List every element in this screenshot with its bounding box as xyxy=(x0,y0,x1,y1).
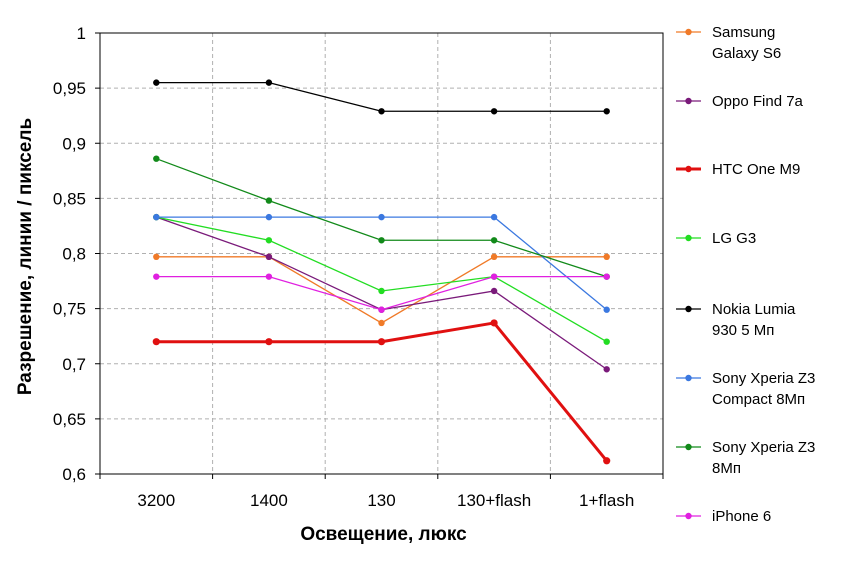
x-tick-label: 3200 xyxy=(137,491,175,510)
legend: Samsung Galaxy S6 Oppo Find 7a HTC One M9 LG… xyxy=(676,24,815,525)
y-tick-label: 0,65 xyxy=(53,410,86,429)
data-point xyxy=(490,287,498,295)
data-point xyxy=(490,213,498,221)
data-point xyxy=(490,319,498,327)
legend-label: LG G3 xyxy=(712,230,756,247)
y-tick-label: 0,6 xyxy=(62,465,86,484)
data-point xyxy=(265,213,273,221)
data-point xyxy=(378,306,385,313)
data-point xyxy=(265,197,273,204)
legend-label: iPhone 6 xyxy=(712,508,771,525)
data-point xyxy=(265,253,273,261)
y-tick-label: 0,95 xyxy=(53,79,86,98)
data-point xyxy=(152,338,160,346)
y-axis-title: Разрешение, линии / пиксель xyxy=(15,118,36,395)
data-point xyxy=(265,79,273,86)
data-point xyxy=(153,155,160,162)
legend-marker xyxy=(685,234,692,242)
data-point xyxy=(378,319,385,327)
series-iphone-6 xyxy=(153,273,610,313)
y-tick-label: 0,85 xyxy=(53,189,86,208)
series-htc-one-m9 xyxy=(152,319,611,465)
y-axis-ticks: 0,6 0,65 0,7 0,75 0,8 0,85 0,9 0,95 1 xyxy=(53,24,100,484)
series-nokia-lumia-930-5- xyxy=(153,79,610,115)
legend-marker xyxy=(685,165,692,173)
legend-label: Sony Xperia Z3 xyxy=(712,439,815,456)
legend-marker xyxy=(685,443,692,451)
data-point xyxy=(603,366,610,373)
legend-item: HTC One M9 xyxy=(676,161,800,178)
legend-item: Samsung Galaxy S6 xyxy=(676,24,781,62)
grid-lines xyxy=(100,33,663,474)
data-point xyxy=(603,253,610,261)
legend-marker xyxy=(685,374,692,382)
legend-marker xyxy=(685,28,692,36)
data-point xyxy=(603,108,610,115)
series-line xyxy=(156,81,607,112)
x-tick-label: 1+flash xyxy=(579,491,634,510)
x-tick-label: 130+flash xyxy=(457,491,531,510)
legend-label: HTC One M9 xyxy=(712,161,800,178)
legend-item: iPhone 6 xyxy=(676,508,771,525)
data-point xyxy=(378,213,385,221)
data-point xyxy=(153,273,160,280)
x-tick-label: 130 xyxy=(367,491,395,510)
data-point xyxy=(603,273,610,280)
legend-marker xyxy=(685,512,692,520)
legend-marker xyxy=(685,305,692,313)
x-tick-label: 1400 xyxy=(250,491,288,510)
data-point xyxy=(378,108,385,115)
legend-item: Sony Xperia Z3 Compact 8Мп xyxy=(676,370,815,408)
legend-label: Oppo Find 7a xyxy=(712,93,804,110)
legend-item: Sony Xperia Z3 8Мп xyxy=(676,439,815,477)
legend-label: Samsung xyxy=(712,24,775,41)
data-point xyxy=(378,237,385,244)
legend-label: Sony Xperia Z3 xyxy=(712,370,815,387)
data-point xyxy=(603,338,610,345)
data-point xyxy=(490,237,498,244)
x-axis-ticks: 3200 1400 130 130+flash 1+flash xyxy=(99,474,664,510)
data-point xyxy=(153,253,160,261)
x-axis-title: Освещение, люкс xyxy=(300,524,467,545)
series-layer xyxy=(152,79,611,465)
legend-item: Oppo Find 7a xyxy=(676,93,804,110)
data-point xyxy=(490,253,498,261)
data-point xyxy=(603,457,611,465)
legend-label: 930 5 Мп xyxy=(712,322,774,339)
y-tick-label: 0,7 xyxy=(62,355,86,374)
y-tick-label: 1 xyxy=(77,24,86,43)
y-tick-label: 0,8 xyxy=(62,245,86,264)
data-point xyxy=(603,306,610,313)
legend-label: 8Мп xyxy=(712,460,741,477)
legend-label: Nokia Lumia xyxy=(712,301,796,318)
data-point xyxy=(153,79,160,86)
legend-marker xyxy=(685,97,692,105)
data-point xyxy=(153,213,160,221)
legend-item: LG G3 xyxy=(676,230,756,247)
data-point xyxy=(265,237,273,244)
data-point xyxy=(265,338,273,346)
data-point xyxy=(265,273,273,280)
y-tick-label: 0,75 xyxy=(53,300,86,319)
data-point xyxy=(377,338,386,346)
legend-label: Galaxy S6 xyxy=(712,45,781,62)
series-sony-xperia-z3-compact-8- xyxy=(153,213,610,313)
y-tick-label: 0,9 xyxy=(62,134,86,153)
data-point xyxy=(490,273,498,280)
legend-label: Compact 8Мп xyxy=(712,391,805,408)
data-point xyxy=(378,287,385,295)
data-point xyxy=(490,108,498,115)
legend-item: Nokia Lumia 930 5 Мп xyxy=(676,301,796,339)
